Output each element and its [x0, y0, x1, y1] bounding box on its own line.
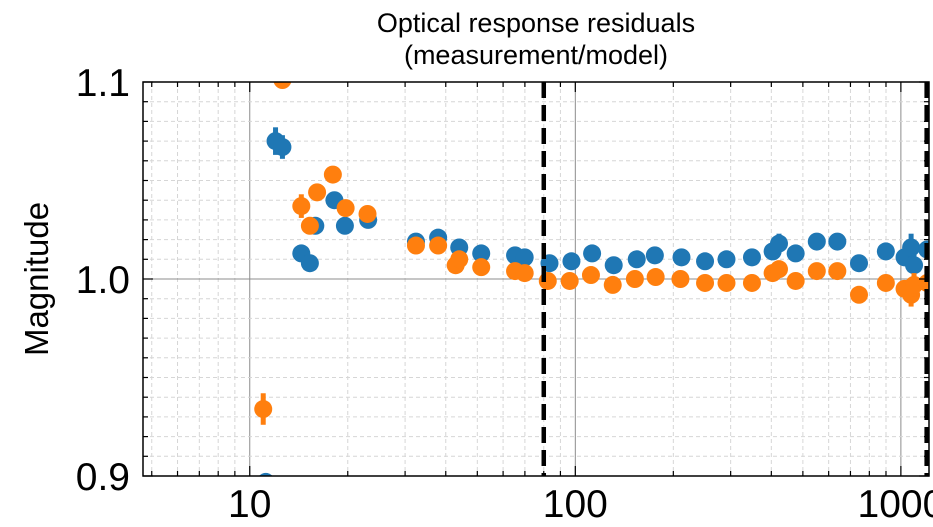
- data-point: [671, 270, 689, 288]
- data-point: [359, 205, 377, 223]
- data-point: [324, 166, 342, 184]
- y-tick-label: 0.9: [76, 456, 130, 499]
- data-point: [292, 197, 310, 215]
- data-point: [672, 248, 690, 266]
- data-point: [562, 252, 580, 270]
- chart-title-line-1: Optical response residuals: [377, 8, 695, 38]
- data-point: [301, 217, 319, 235]
- chart-title-line-2: (measurement/model): [404, 40, 668, 70]
- data-point: [770, 235, 788, 253]
- data-point: [850, 254, 868, 272]
- y-tick-label: 1.0: [76, 259, 130, 302]
- data-point: [850, 286, 868, 304]
- data-point: [743, 248, 761, 266]
- data-point: [516, 264, 534, 282]
- x-tick-label: 10: [228, 483, 271, 526]
- data-point: [696, 252, 714, 270]
- data-point: [605, 256, 623, 274]
- data-point: [308, 183, 326, 201]
- data-point: [628, 250, 646, 268]
- data-point: [626, 270, 644, 288]
- data-point: [717, 274, 735, 292]
- data-point: [877, 242, 895, 260]
- x-tick-label: 100: [543, 483, 608, 526]
- y-tick-label: 1.1: [76, 62, 130, 105]
- data-point: [743, 274, 761, 292]
- data-point: [696, 274, 714, 292]
- data-point: [828, 233, 846, 251]
- data-point: [770, 260, 788, 278]
- data-point: [337, 199, 355, 217]
- data-point: [582, 266, 600, 284]
- data-point: [273, 138, 291, 156]
- data-point: [787, 244, 805, 262]
- data-point: [717, 250, 735, 268]
- data-point: [808, 233, 826, 251]
- data-point: [450, 250, 468, 268]
- data-point: [787, 272, 805, 290]
- data-point: [877, 274, 895, 292]
- y-axis-label: Magnitude: [18, 202, 55, 356]
- data-point: [254, 400, 272, 418]
- data-point: [905, 256, 923, 274]
- data-point: [429, 237, 447, 255]
- data-point: [407, 237, 425, 255]
- data-point: [828, 262, 846, 280]
- data-point: [336, 217, 354, 235]
- data-point: [472, 258, 490, 276]
- data-point: [539, 272, 557, 290]
- data-point: [561, 272, 579, 290]
- data-point: [808, 262, 826, 280]
- data-point: [301, 254, 319, 272]
- data-point: [647, 268, 665, 286]
- data-point: [646, 246, 664, 264]
- data-point: [604, 276, 622, 294]
- data-point: [583, 244, 601, 262]
- data-point: [902, 238, 920, 256]
